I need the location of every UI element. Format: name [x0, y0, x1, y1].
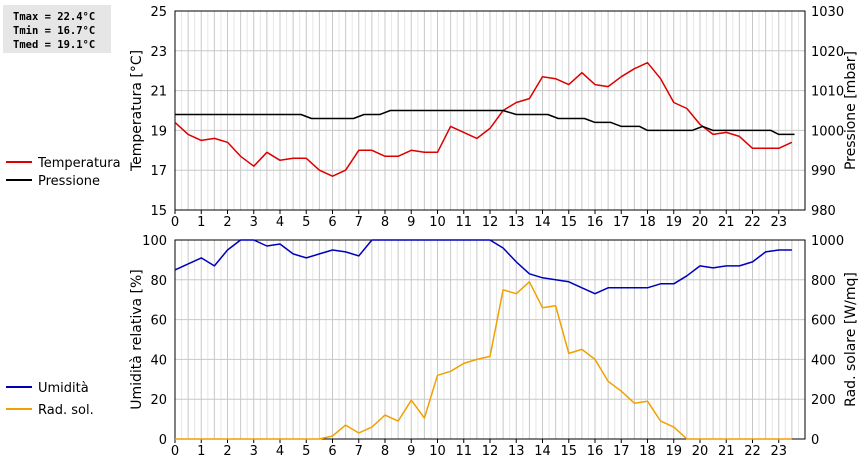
x-tick-label: 22 — [744, 215, 761, 230]
x-tick-label: 0 — [171, 215, 179, 230]
x-tick-label: 1 — [197, 215, 205, 230]
y-tick-label-left: 17 — [150, 164, 167, 179]
x-tick-label: 19 — [665, 215, 682, 230]
legend-label: Pressione — [38, 174, 100, 189]
x-tick-label: 6 — [328, 444, 336, 459]
y-axis-label-left: Temperatura [°C] — [129, 50, 145, 172]
x-tick-label: 14 — [534, 444, 551, 459]
x-tick-label: 16 — [587, 444, 604, 459]
x-tick-label: 23 — [770, 444, 787, 459]
x-tick-label: 9 — [407, 215, 415, 230]
y-tick-label-right: 1000 — [811, 234, 844, 249]
x-tick-label: 13 — [508, 215, 525, 230]
x-tick-label: 15 — [560, 215, 577, 230]
x-tick-label: 17 — [613, 215, 630, 230]
y-tick-label-right: 980 — [811, 204, 836, 219]
x-tick-label: 21 — [718, 444, 735, 459]
y-tick-label-left: 15 — [150, 204, 167, 219]
x-tick-label: 3 — [250, 444, 258, 459]
y-tick-label-left: 60 — [150, 314, 167, 329]
x-tick-label: 4 — [276, 444, 284, 459]
x-tick-label: 5 — [302, 444, 310, 459]
y-tick-label-left: 25 — [150, 5, 167, 20]
y-tick-label-right: 990 — [811, 164, 836, 179]
x-tick-label: 14 — [534, 215, 551, 230]
x-tick-label: 22 — [744, 444, 761, 459]
y-tick-label-right: 1000 — [811, 124, 844, 139]
series-line-rad-sol- — [175, 281, 792, 440]
x-tick-label: 10 — [429, 444, 446, 459]
y-tick-label-left: 19 — [150, 124, 167, 139]
x-tick-label: 5 — [302, 215, 310, 230]
legend-label: Temperatura — [37, 156, 121, 171]
x-tick-label: 15 — [560, 444, 577, 459]
legend-label: Umidità — [38, 381, 89, 396]
tmin-text: Tmin = 16.7°C — [13, 25, 96, 37]
tmed-text: Tmed = 19.1°C — [13, 39, 96, 51]
y-tick-label-right: 0 — [811, 433, 819, 448]
tmax-text: Tmax = 22.4°C — [13, 11, 96, 23]
stats-box: Tmax = 22.4°C Tmin = 16.7°C Tmed = 19.1°… — [3, 5, 111, 53]
y-tick-label-left: 21 — [150, 85, 167, 100]
y-tick-label-right: 200 — [811, 393, 836, 408]
x-tick-label: 21 — [718, 215, 735, 230]
y-tick-label-left: 40 — [150, 353, 167, 368]
y-tick-label-left: 80 — [150, 274, 167, 289]
humidity-solar-chart: 0 1 2 3 4 5 6 7 8 9 10 11 12 13 14 15 16 17 18 19 20 21 22 2302… — [6, 234, 859, 459]
x-tick-label: 18 — [639, 215, 656, 230]
x-tick-label: 8 — [381, 215, 389, 230]
x-tick-label: 8 — [381, 444, 389, 459]
x-tick-label: 7 — [355, 444, 363, 459]
series-line-temperatura — [174, 61, 793, 177]
y-tick-label-right: 800 — [811, 274, 836, 289]
x-tick-label: 17 — [613, 444, 630, 459]
y-tick-label-left: 100 — [142, 234, 167, 249]
series-line-pressione — [175, 109, 795, 136]
x-tick-label: 10 — [429, 215, 446, 230]
temperature-pressure-chart: 0 1 2 3 4 5 6 7 8 9 10 11 12 13 14 15 16 17 18 19 20 21 22 2315… — [6, 5, 859, 230]
x-tick-label: 3 — [250, 215, 258, 230]
x-tick-label: 12 — [482, 444, 499, 459]
x-tick-label: 23 — [770, 215, 787, 230]
y-tick-label-right: 400 — [811, 353, 836, 368]
series-line-umidità — [174, 239, 792, 295]
x-tick-label: 16 — [587, 215, 604, 230]
y-tick-label-right: 1020 — [811, 45, 844, 60]
x-tick-label: 11 — [455, 444, 472, 459]
x-tick-label: 20 — [692, 444, 709, 459]
x-tick-label: 18 — [639, 444, 656, 459]
x-tick-label: 7 — [355, 215, 363, 230]
x-tick-label: 11 — [455, 215, 472, 230]
grid — [174, 239, 806, 440]
x-tick-label: 13 — [508, 444, 525, 459]
y-tick-label-left: 0 — [159, 433, 167, 448]
y-axis-label-right: Pressione [mbar] — [843, 51, 859, 170]
y-tick-label-right: 1030 — [811, 5, 844, 20]
x-tick-label: 12 — [482, 215, 499, 230]
y-tick-label-right: 600 — [811, 314, 836, 329]
x-tick-label: 20 — [692, 215, 709, 230]
y-tick-label-left: 23 — [150, 45, 167, 60]
y-axis-label-right: Rad. solare [W/mq] — [843, 272, 859, 407]
x-tick-label: 2 — [223, 444, 231, 459]
y-tick-label-left: 20 — [150, 393, 167, 408]
legend-label: Rad. sol. — [38, 403, 94, 418]
x-tick-label: 0 — [171, 444, 179, 459]
x-tick-label: 19 — [665, 444, 682, 459]
x-tick-label: 6 — [328, 215, 336, 230]
x-tick-label: 1 — [197, 444, 205, 459]
y-tick-label-right: 1010 — [811, 85, 844, 100]
x-tick-label: 2 — [223, 215, 231, 230]
x-tick-label: 9 — [407, 444, 415, 459]
x-tick-label: 4 — [276, 215, 284, 230]
y-axis-label-left: Umidità relativa [%] — [129, 269, 145, 410]
